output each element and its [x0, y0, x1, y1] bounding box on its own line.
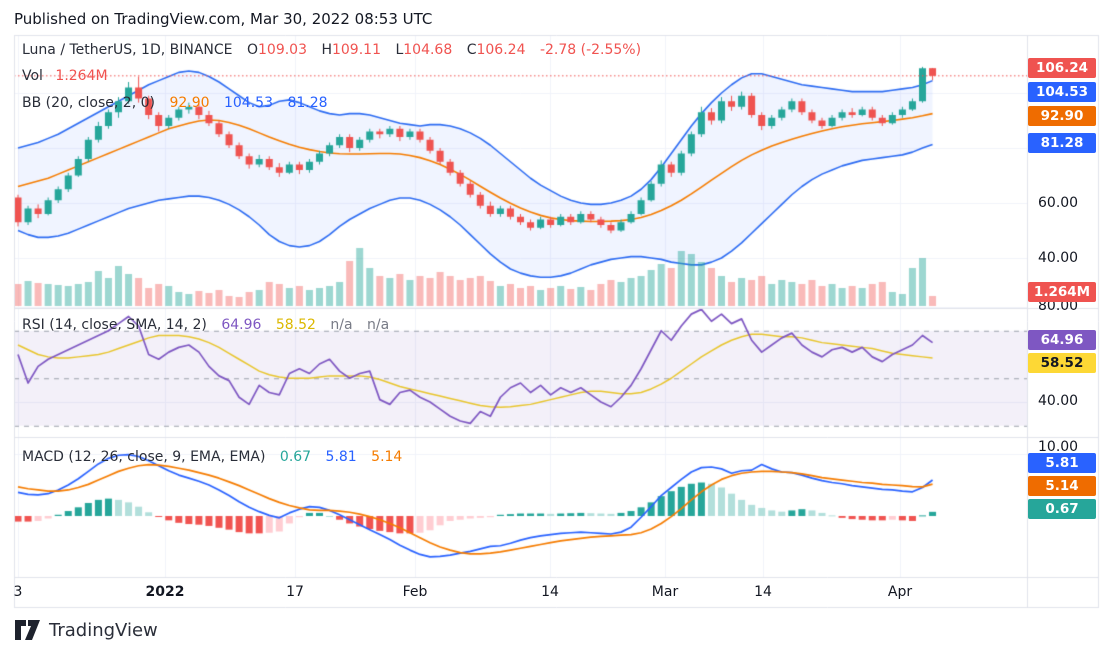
rsi-value: 64.96	[221, 317, 262, 333]
rsi-value-badge: 64.96	[1028, 330, 1096, 350]
tradingview-logo-link[interactable]: TradingView	[14, 619, 158, 641]
open-label: O	[246, 42, 258, 58]
bb-legend[interactable]: BB (20, close, 2, 0) 92.90 104.53 81.28	[22, 94, 328, 112]
bb-label: BB (20, close, 2, 0)	[22, 95, 155, 111]
bb-lower-value: 81.28	[287, 95, 328, 111]
volume-label: Vol	[22, 68, 43, 84]
close-label: C	[466, 42, 477, 58]
macd-signal-value: 5.14	[371, 449, 403, 465]
macd-tick: 10.00	[1038, 439, 1079, 455]
high-label: H	[321, 42, 332, 58]
rsi-tick: 40.00	[1038, 393, 1079, 409]
bb-basis-value: 92.90	[169, 95, 210, 111]
price-tick: 60.00	[1038, 195, 1079, 211]
rsi-tick: 80.00	[1038, 298, 1079, 314]
macd-legend[interactable]: MACD (12, 26, close, 9, EMA, EMA) 0.67 5…	[22, 448, 402, 466]
volume-value: 1.264M	[55, 68, 108, 84]
time-label: Apr	[887, 584, 913, 600]
close-value: 106.24	[476, 42, 526, 58]
last-price-badge: 106.24	[1028, 58, 1096, 78]
bb-lower-badge: 81.28	[1028, 133, 1096, 153]
macd-hist-value: 0.67	[279, 449, 312, 465]
time-label: Feb	[402, 584, 428, 600]
symbol-legend[interactable]: Luna / TetherUS, 1D, BINANCE O109.03 H10…	[22, 41, 641, 59]
time-label: 17	[286, 584, 304, 600]
macd-signal-badge: 5.14	[1028, 476, 1096, 496]
rsi-legend[interactable]: RSI (14, close, SMA, 14, 2) 64.96 58.52 …	[22, 316, 389, 334]
rsi-sma-badge: 58.52	[1028, 353, 1096, 373]
symbol-title: Luna / TetherUS, 1D, BINANCE	[22, 42, 233, 58]
time-label: 14	[541, 584, 559, 600]
low-value: 104.68	[403, 42, 453, 58]
macd-hist-badge: 0.67	[1028, 499, 1096, 519]
high-value: 109.11	[331, 42, 381, 58]
tradingview-brand-text: TradingView	[49, 619, 158, 641]
time-label: 3	[13, 584, 23, 600]
price-tick: 40.00	[1038, 250, 1079, 266]
bb-upper-badge: 104.53	[1028, 82, 1096, 102]
bb-upper-value: 104.53	[223, 95, 273, 111]
tradingview-logo-icon	[14, 619, 41, 641]
rsi-band-lo: n/a	[367, 317, 390, 333]
bb-basis-badge: 92.90	[1028, 106, 1096, 126]
rsi-sma-value: 58.52	[275, 317, 316, 333]
time-label: 2022	[145, 584, 185, 600]
volume-badge: 1.264M	[1028, 282, 1096, 302]
time-label: 14	[754, 584, 772, 600]
rsi-band-hi: n/a	[330, 317, 353, 333]
published-header: Published on TradingView.com, Mar 30, 20…	[14, 10, 433, 28]
macd-line-badge: 5.81	[1028, 453, 1096, 473]
volume-legend[interactable]: Vol 1.264M	[22, 67, 108, 85]
time-label: Mar	[651, 584, 679, 600]
rsi-label: RSI (14, close, SMA, 14, 2)	[22, 317, 207, 333]
change-value: -2.78 (-2.55%)	[539, 42, 642, 58]
open-value: 109.03	[258, 42, 307, 58]
low-label: L	[395, 42, 404, 58]
macd-line-value: 5.81	[325, 449, 357, 465]
macd-label: MACD (12, 26, close, 9, EMA, EMA)	[22, 449, 266, 465]
